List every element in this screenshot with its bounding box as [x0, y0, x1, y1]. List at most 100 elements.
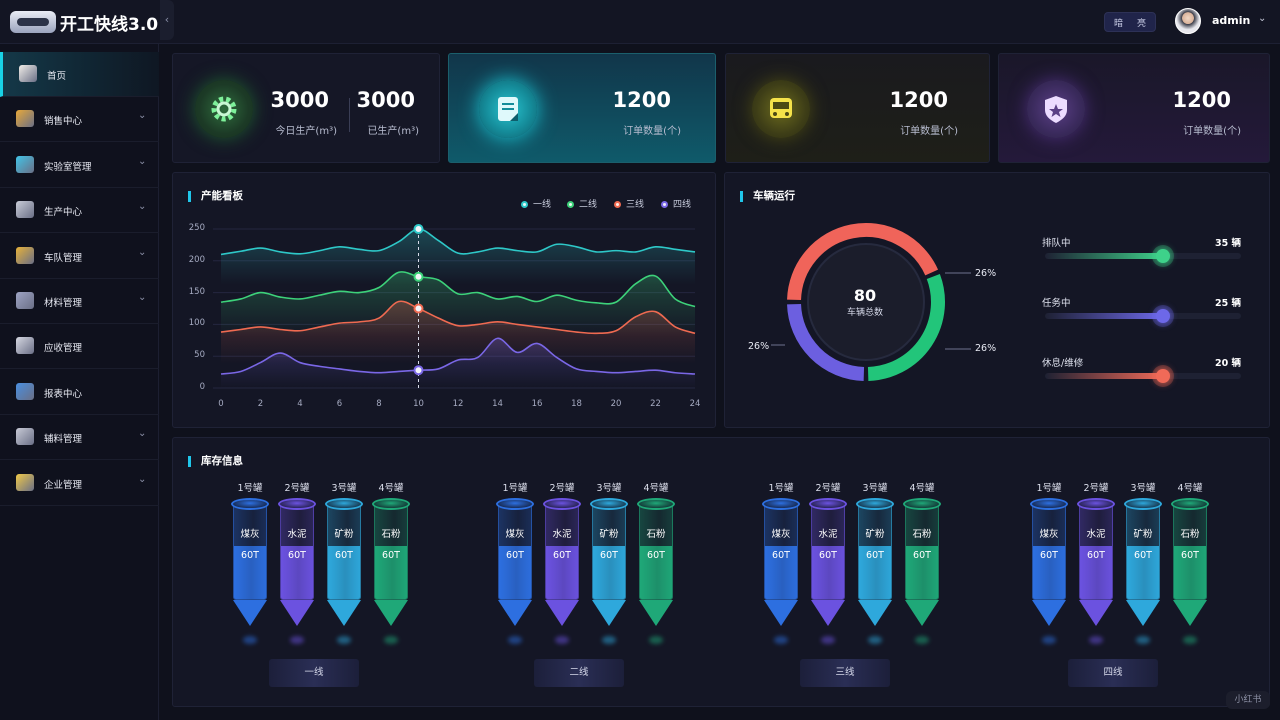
production-line-tag[interactable]: 二线	[534, 659, 624, 687]
chevron-down-icon[interactable]: ⌄	[138, 428, 147, 440]
storage-tank[interactable]: 石粉 60T	[903, 498, 941, 644]
production-line-tag[interactable]: 四线	[1068, 659, 1158, 687]
sidebar-item-6[interactable]: 应收管理	[0, 324, 159, 370]
tank-fill	[375, 546, 407, 599]
vehicle-donut-chart	[771, 223, 971, 381]
sidebar-item-8[interactable]: 辅料管理 ⌄	[0, 415, 159, 461]
status-progress-track	[1045, 249, 1241, 263]
series-line[interactable]	[220, 337, 696, 375]
user-name[interactable]: admin	[1212, 14, 1251, 27]
orders-label-2: 订单数量(个)	[900, 126, 958, 137]
storage-tank[interactable]: 矿粉 60T	[856, 498, 894, 644]
storage-tank[interactable]: 水泥 60T	[1077, 498, 1115, 644]
tank-glow	[1042, 636, 1056, 644]
tank-cone	[280, 600, 314, 626]
production-line-tag[interactable]: 一线	[269, 659, 359, 687]
x-tick-label: 16	[531, 399, 543, 409]
storage-tank[interactable]: 石粉 60T	[1171, 498, 1209, 644]
total-production-label: 已生产(m³)	[367, 126, 419, 137]
storage-tank[interactable]: 水泥 60T	[278, 498, 316, 644]
tank-body	[811, 504, 845, 600]
tank-cone	[1126, 600, 1160, 626]
tank-number: 2号罐	[549, 483, 575, 494]
sidebar-item-4[interactable]: 车队管理 ⌄	[0, 234, 159, 279]
production-line-tag[interactable]: 三线	[800, 659, 890, 687]
chevron-down-icon[interactable]: ⌄	[1258, 13, 1267, 24]
tank-cone	[1032, 600, 1066, 626]
tank-fill	[640, 546, 672, 599]
theme-toggle[interactable]: 暗 亮	[1104, 12, 1156, 32]
tank-glow	[337, 636, 351, 644]
series-area	[221, 228, 695, 285]
data-point[interactable]	[413, 303, 424, 314]
storage-tank[interactable]: 煤灰 60T	[231, 498, 269, 644]
tank-amount: 60T	[335, 550, 353, 561]
storage-tank[interactable]: 煤灰 60T	[1030, 498, 1068, 644]
sidebar-item-7[interactable]: 报表中心	[0, 370, 159, 415]
chevron-down-icon[interactable]: ⌄	[138, 292, 147, 303]
tank-fill	[906, 546, 938, 599]
sidebar-item-5[interactable]: 材料管理 ⌄	[0, 279, 159, 324]
theme-light-label[interactable]: 亮	[1137, 19, 1147, 29]
materials-icon	[16, 292, 34, 309]
storage-tank[interactable]: 水泥 60T	[809, 498, 847, 644]
series-line[interactable]	[220, 228, 696, 256]
tank-amount: 60T	[1040, 550, 1058, 561]
chevron-down-icon[interactable]: ⌄	[138, 110, 147, 122]
percent-label-right-bottom: 26%	[975, 343, 997, 354]
stat-card-orders-3: 1200 订单数量(个)	[998, 53, 1270, 163]
order-icon	[479, 80, 537, 138]
sidebar-item-2[interactable]: 实验室管理 ⌄	[0, 143, 159, 188]
tank-amount: 60T	[1087, 550, 1105, 561]
tank-number: 2号罐	[815, 483, 841, 494]
sidebar-item-1[interactable]: 销售中心 ⌄	[0, 97, 159, 143]
theme-dark-label[interactable]: 暗	[1114, 19, 1124, 29]
tank-body	[233, 504, 267, 600]
storage-tank[interactable]: 煤灰 60T	[762, 498, 800, 644]
data-point[interactable]	[413, 365, 424, 376]
legend-line-3[interactable]: 三线	[614, 197, 644, 210]
tank-number: 2号罐	[284, 483, 310, 494]
tank-body	[498, 504, 532, 600]
tank-amount: 60T	[866, 550, 884, 561]
donut-segment[interactable]	[867, 273, 945, 381]
sidebar-item-3[interactable]: 生产中心 ⌄	[0, 188, 159, 234]
tank-glow	[868, 636, 882, 644]
storage-tank[interactable]: 石粉 60T	[372, 498, 410, 644]
sidebar-item-0[interactable]: 首页	[0, 52, 159, 97]
data-point[interactable]	[413, 271, 424, 282]
donut-segment[interactable]	[787, 223, 939, 301]
series-line[interactable]	[220, 271, 696, 308]
chevron-down-icon[interactable]: ⌄	[138, 155, 147, 167]
donut-segment[interactable]	[787, 303, 865, 381]
storage-tank[interactable]: 矿粉 60T	[590, 498, 628, 644]
legend-line-1[interactable]: 一线	[521, 197, 551, 210]
data-point[interactable]	[413, 224, 424, 234]
legend-line-2[interactable]: 二线	[567, 197, 597, 210]
chevron-down-icon[interactable]: ⌄	[138, 246, 147, 258]
sidebar-collapse-button[interactable]: ‹	[160, 0, 174, 40]
sidebar-item-9[interactable]: 企业管理 ⌄	[0, 461, 159, 506]
legend-label: 三线	[626, 200, 645, 210]
orders-value-2: 1200	[889, 88, 948, 112]
status-value: 25 辆	[1214, 298, 1241, 309]
storage-tank[interactable]: 石粉 60T	[637, 498, 675, 644]
percent-label-left: 26%	[748, 341, 770, 352]
status-progress-fill	[1045, 253, 1163, 259]
storage-tank[interactable]: 矿粉 60T	[325, 498, 363, 644]
legend-line-4[interactable]: 四线	[661, 197, 691, 210]
tank-fill	[499, 546, 531, 599]
tank-material: 矿粉	[599, 529, 619, 540]
avatar[interactable]	[1175, 8, 1201, 34]
chevron-down-icon[interactable]: ⌄	[138, 473, 147, 485]
series-line[interactable]	[220, 300, 696, 335]
tank-cone	[905, 600, 939, 626]
tank-number: 3号罐	[596, 483, 622, 494]
storage-tank[interactable]: 煤灰 60T	[496, 498, 534, 644]
tank-glow	[243, 636, 257, 644]
chevron-down-icon[interactable]: ⌄	[138, 201, 147, 213]
storage-tank[interactable]: 矿粉 60T	[1124, 498, 1162, 644]
storage-tank[interactable]: 水泥 60T	[543, 498, 581, 644]
tank-cone	[811, 600, 845, 626]
sidebar-item-label: 销售中心	[44, 116, 83, 128]
